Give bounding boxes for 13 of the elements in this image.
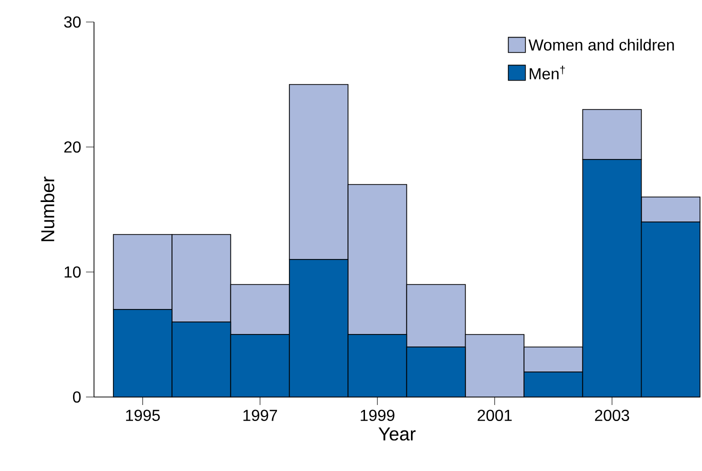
x-tick-label: 1995 bbox=[126, 410, 160, 422]
x-tick-label: 2003 bbox=[595, 410, 630, 422]
y-tick-label: 30 bbox=[64, 16, 81, 28]
y-tick-label: 10 bbox=[64, 266, 81, 278]
y-tick-label: 20 bbox=[64, 141, 81, 153]
legend-label: Men$^{†}$ bbox=[530, 66, 565, 80]
legend-label: Women and children bbox=[528, 38, 674, 51]
y-axis-title: Number bbox=[40, 176, 54, 242]
x-tick-label: 2001 bbox=[478, 410, 512, 422]
x-tick-label: 1997 bbox=[243, 410, 278, 422]
x-axis-title: Year bbox=[378, 428, 416, 441]
x-tick-label: 1999 bbox=[360, 410, 394, 422]
y-tick-label: 0 bbox=[73, 391, 81, 403]
